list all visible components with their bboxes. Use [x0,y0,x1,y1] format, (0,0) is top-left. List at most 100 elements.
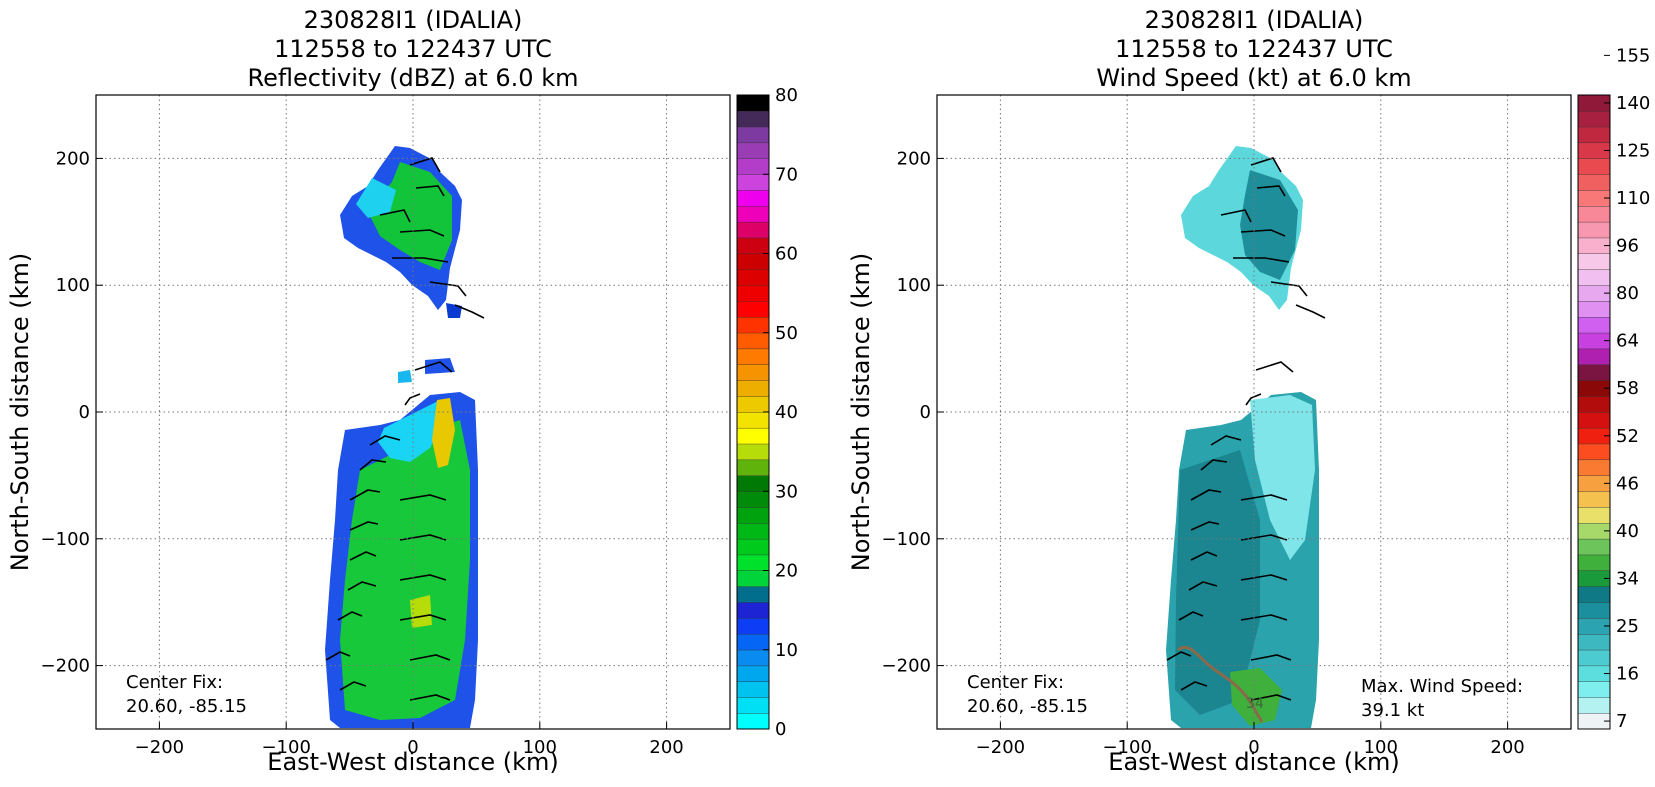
chart-title-line-3: Wind Speed (kt) at 6.0 km [1096,64,1411,92]
colorbar-segment [736,126,770,144]
colorbar-tick-label: 80 [775,85,798,106]
colorbar: 0 10 20 30 40 50 60 70 80 [736,85,798,740]
colorbar-segment [1577,602,1611,619]
colorbar-segment [736,395,770,413]
colorbar-tick-label: 30 [775,481,798,502]
colorbar-segment [736,681,770,698]
y-axis-label: North-South distance (km) [6,253,34,572]
colorbar-segment [1577,364,1611,381]
colorbar-segment [736,221,770,239]
colorbar-segment [736,665,770,682]
colorbar-tick-label: 7 [1616,711,1627,732]
colorbar-segment [1577,411,1611,429]
x-tick-label: 0 [407,737,418,758]
colorbar-segment [1577,300,1611,318]
colorbar-segment [736,475,770,492]
y-tick-label: 100 [56,275,90,296]
colorbar-segment [736,697,770,714]
wind-barbs [325,157,485,701]
x-tick-label: 200 [649,737,683,758]
colorbar-tick-label: 34 [1616,568,1639,589]
colorbar-segment [736,94,770,112]
colorbar-tick-label: 60 [775,244,798,265]
colorbar-segment [1577,586,1611,603]
y-tick-label: 0 [920,402,931,423]
chart-title-line-1: 230828I1 (IDALIA) [304,6,523,34]
colorbar-segment [1577,554,1611,572]
colorbar-segment [1577,348,1611,365]
x-tick-label: −100 [1102,737,1151,758]
colorbar-segment [736,348,770,365]
colorbar-segment [736,316,770,334]
chart-title-line-2: 112558 to 122437 UTC [274,35,552,63]
y-tick-label: 100 [897,275,931,296]
center-fix-label: Center Fix: [967,672,1064,693]
colorbar-tick-label: 25 [1616,616,1639,637]
colorbar-segment [736,158,770,175]
center-fix-value: 20.60, -85.15 [126,696,247,717]
colorbar-tick-label: 80 [1616,283,1639,304]
y-axis-ticks: −200 −100 0 100 200 [41,148,103,677]
colorbar-segment [736,522,770,540]
colorbar-segment [736,364,770,381]
colorbar-tick-label: 40 [1616,521,1639,542]
max-wind-label: Max. Wind Speed: [1361,676,1523,697]
echo-eyewall [432,398,455,468]
colorbar-segment [736,649,770,667]
chart-title-line-1: 230828I1 (IDALIA) [1145,6,1364,34]
reflectivity-panel: 230828I1 (IDALIA) 112558 to 122437 UTC R… [6,6,798,776]
colorbar-segment [1577,459,1611,476]
x-tick-label: 200 [1490,737,1524,758]
colorbar-segment [736,633,770,651]
colorbar-segment [736,189,770,207]
colorbar-segment [736,443,770,461]
colorbar-segment [736,205,770,223]
colorbar-tick-label: 10 [775,640,798,661]
colorbar-segment [736,506,770,524]
colorbar-tick-label: 40 [775,402,798,423]
colorbar-tick-label: 64 [1616,331,1639,352]
colorbar-segment [736,110,770,128]
colorbar-segment [736,380,770,397]
wind-south-weak [1250,395,1315,560]
x-axis-ticks: −200 −100 0 100 200 [135,722,684,758]
colorbar-segment [736,602,770,619]
colorbar-segment [736,427,770,445]
colorbar-segment [1577,538,1611,556]
colorbar-frame [1577,94,1611,730]
colorbar-tick-label: 16 [1616,664,1639,685]
colorbar-segment [736,411,770,429]
max-wind-value: 39.1 kt [1361,700,1424,721]
center-fix-value: 20.60, -85.15 [967,696,1088,717]
x-axis-label: East-West distance (km) [267,748,558,776]
colorbar-segment [736,253,770,270]
colorbar: 7 16 25 34 40 46 52 58 64 80 96 110 125 140 155 [1577,45,1650,732]
y-tick-label: −200 [882,656,931,677]
colorbar-segment [736,269,770,286]
colorbar-segment [736,491,770,508]
y-tick-label: 200 [56,148,90,169]
colorbar-tick-label: 125 [1616,140,1650,161]
x-tick-label: 100 [1364,737,1398,758]
center-fix-label: Center Fix: [126,672,223,693]
x-tick-label: −200 [135,737,184,758]
echo-north-weak [356,178,396,218]
y-tick-label: −200 [41,656,90,677]
x-axis-ticks: −200 −100 0 100 200 [976,722,1525,758]
colorbar-segment [736,300,770,318]
colorbar-segment [1577,681,1611,698]
colorbar-tick-label: 20 [775,561,798,582]
colorbar-segment [736,586,770,603]
colorbar-tick-label: 70 [775,164,798,185]
y-tick-label: −100 [882,529,931,550]
colorbar-segment [1577,443,1611,461]
colorbar-segment [736,570,770,587]
colorbar-segment [1577,174,1611,191]
y-tick-label: −100 [41,529,90,550]
x-tick-label: −200 [976,737,1025,758]
colorbar-tick-label: 110 [1616,188,1650,209]
echo-south-weak [378,400,445,462]
colorbar-tick-label: 96 [1616,236,1639,257]
colorbar-segment [1577,491,1611,508]
colorbar-segment [1577,649,1611,667]
